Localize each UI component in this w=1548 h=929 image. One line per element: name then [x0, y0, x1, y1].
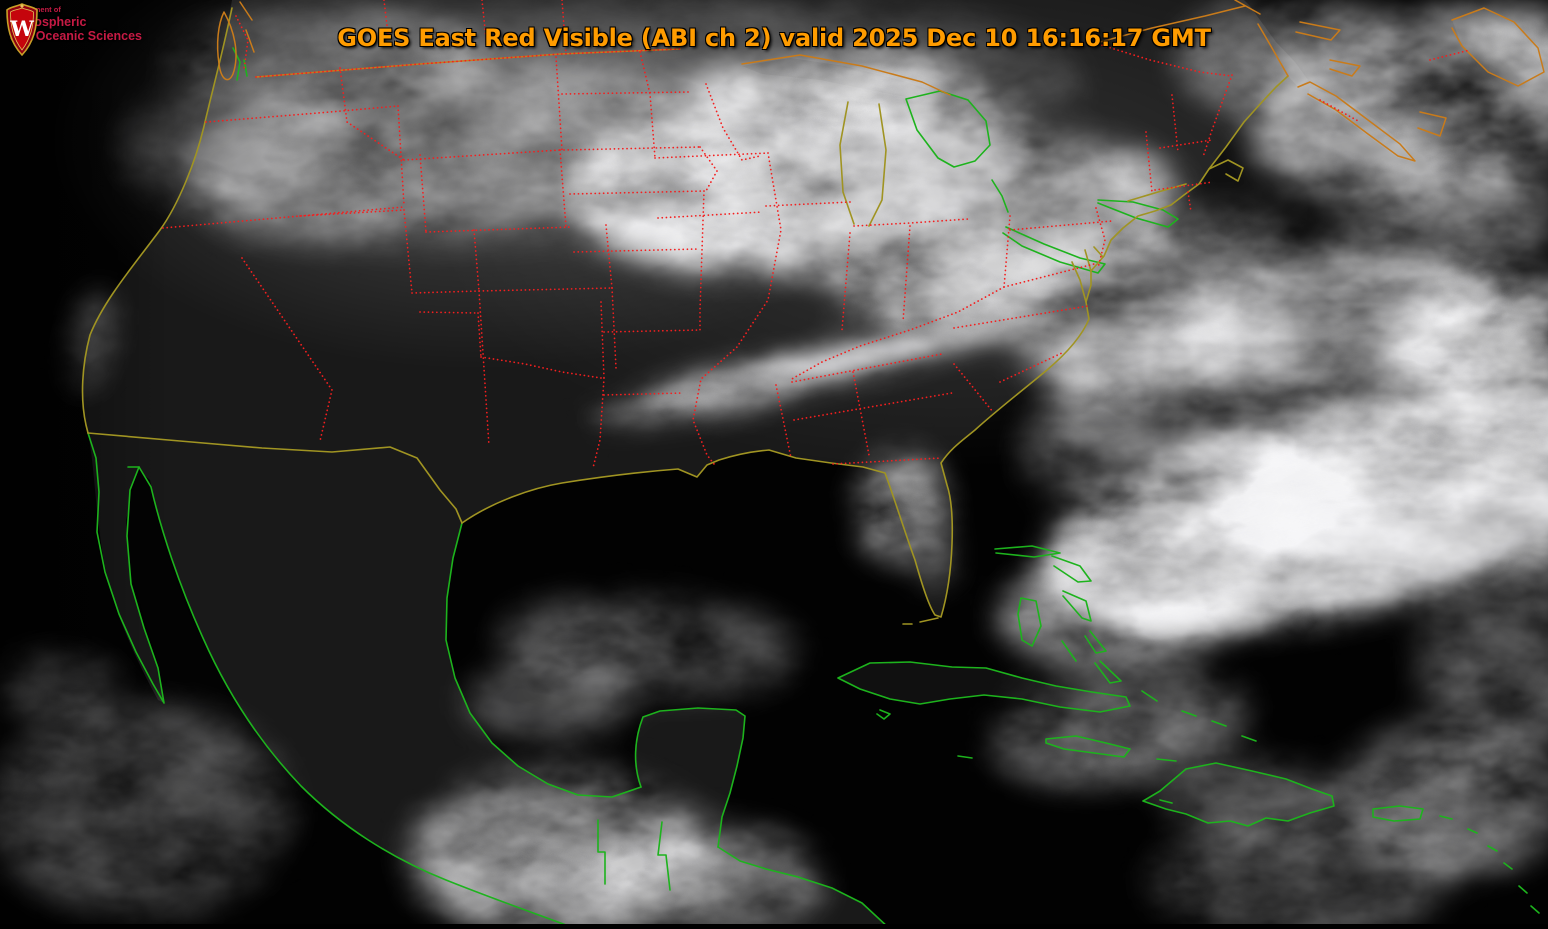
- us-coastlines: [81, 7, 1289, 625]
- dept-name-line2: and Oceanic Sciences: [10, 29, 143, 43]
- mexico-caribbean-coastlines: [87, 47, 1540, 929]
- uw-aos-logo: W Department of Atmospheric and Oceanic …: [3, 2, 143, 57]
- image-title: GOES East Red Visible (ABI ch 2) valid 2…: [337, 24, 1211, 52]
- crest-monogram: W: [9, 16, 34, 41]
- state-borders: [162, 0, 1471, 469]
- bottom-scan-bar: [0, 924, 1548, 929]
- uw-crest-icon: W: [6, 3, 38, 57]
